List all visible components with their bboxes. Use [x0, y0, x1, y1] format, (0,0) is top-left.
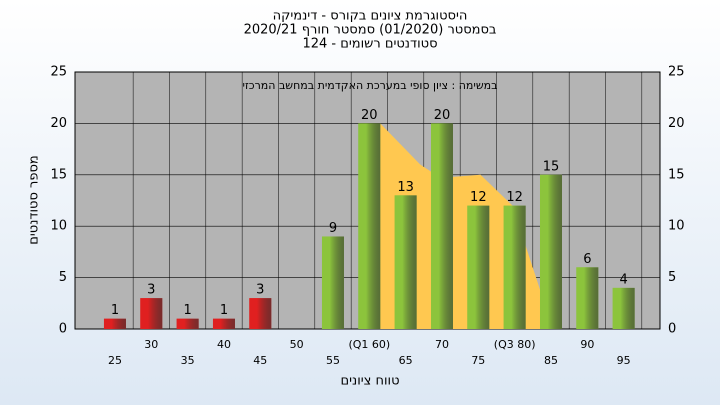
x-tick-label: (Q3 80): [494, 338, 536, 351]
value-label: 20: [361, 108, 378, 123]
x-tick-label: 90: [580, 338, 594, 351]
value-label: 3: [147, 283, 155, 298]
bar: [503, 205, 526, 329]
y2-tick-label: 10: [668, 219, 685, 234]
value-label: 6: [583, 252, 591, 267]
y2-tick-label: 5: [668, 270, 676, 285]
chart-subtitle: סטודנטים רשומים - 124: [302, 37, 437, 52]
x-tick-label: 40: [217, 338, 231, 351]
bar: [321, 236, 344, 329]
annotation: במשימה : ציון סופי במערכת האקדמית במחשב …: [243, 79, 498, 92]
y-axis-label: מספר סטודנטים: [27, 155, 42, 245]
y2-tick-label: 0: [668, 322, 676, 337]
bar: [358, 123, 381, 330]
x-tick-label: 55: [326, 354, 340, 367]
bar: [103, 318, 126, 329]
value-label: 1: [220, 303, 228, 318]
bar: [140, 298, 163, 329]
value-label: 3: [256, 283, 264, 298]
y-tick-label: 15: [50, 167, 67, 182]
bar: [576, 267, 599, 329]
bar: [539, 174, 562, 329]
bar: [612, 287, 635, 329]
x-tick-label: 35: [181, 354, 195, 367]
value-label: 12: [506, 190, 523, 205]
x-tick-label: 30: [144, 338, 158, 351]
value-label: 1: [183, 303, 191, 318]
y-tick-label: 20: [50, 116, 67, 131]
y-tick-label: 0: [59, 322, 67, 337]
bar: [176, 318, 199, 329]
bar: [430, 123, 453, 330]
chart-title: היסטוגרמת ציונים בקורס - דינמיקה: [273, 9, 468, 24]
bar: [249, 298, 272, 329]
x-tick-label: 50: [290, 338, 304, 351]
y-tick-label: 10: [50, 219, 67, 234]
value-label: 1: [111, 303, 119, 318]
chart-subtitle: בסמסטר (01/2020) סמסטר חורף 2020/21: [244, 23, 497, 38]
x-axis-label: טווח ציונים: [340, 374, 399, 389]
x-tick-label: 70: [435, 338, 449, 351]
value-label: 20: [434, 108, 451, 123]
value-label: 9: [329, 221, 337, 236]
y2-tick-label: 25: [668, 65, 685, 80]
x-tick-label: (Q1 60): [348, 338, 390, 351]
x-tick-label: 65: [399, 354, 413, 367]
value-label: 4: [620, 272, 628, 287]
x-tick-label: 25: [108, 354, 122, 367]
bar: [212, 318, 235, 329]
x-tick-label: 85: [544, 354, 558, 367]
y2-tick-label: 20: [668, 116, 685, 131]
value-label: 15: [543, 159, 560, 174]
x-tick-label: 95: [617, 354, 631, 367]
x-tick-label: 45: [253, 354, 267, 367]
bar: [467, 205, 490, 329]
value-label: 13: [397, 180, 414, 195]
y2-tick-label: 15: [668, 167, 685, 182]
y-tick-label: 25: [50, 65, 67, 80]
bar: [394, 195, 417, 329]
y-tick-label: 5: [59, 270, 67, 285]
x-tick-label: 75: [471, 354, 485, 367]
value-label: 12: [470, 190, 487, 205]
